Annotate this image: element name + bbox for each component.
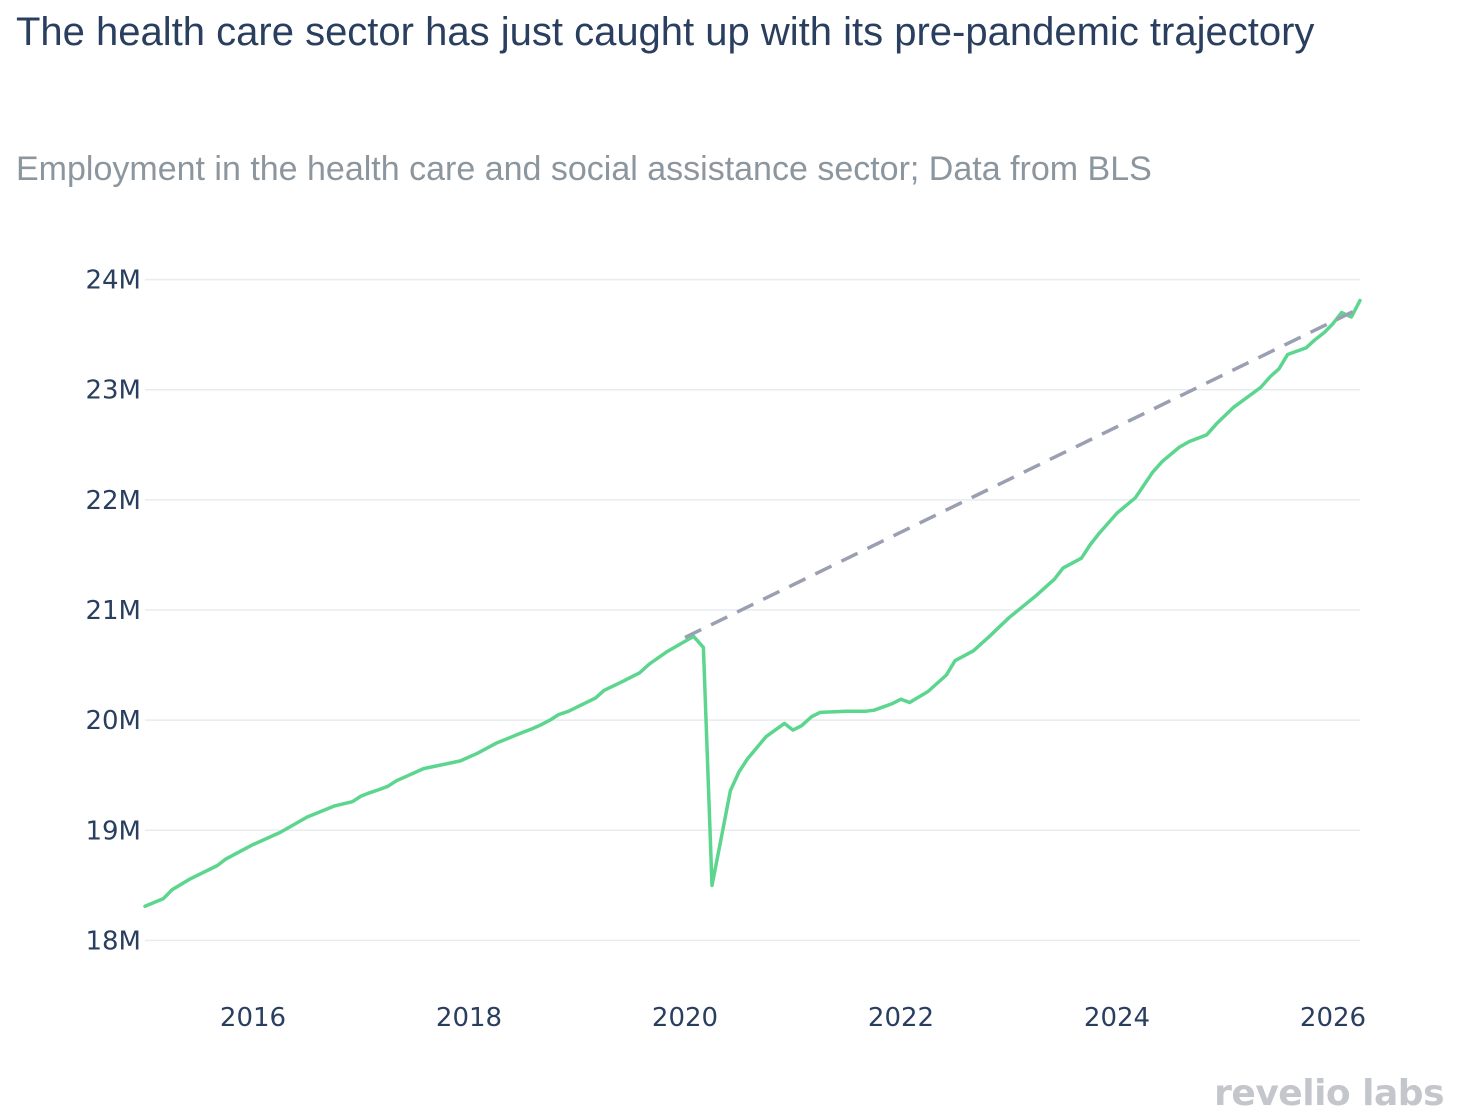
y-axis-ticks: 18M 19M 20M 21M 22M 23M 24M [85, 266, 141, 957]
x-tick-label-2016: 2016 [220, 1003, 286, 1033]
revelio-labs-logo: revelio labs [1214, 1073, 1444, 1114]
y-tick-label-21M: 21M [85, 596, 141, 626]
y-tick-label-20M: 20M [85, 706, 141, 736]
y-tick-label-23M: 23M [85, 376, 141, 406]
x-tick-label-2020: 2020 [652, 1003, 718, 1033]
x-tick-label-2026: 2026 [1300, 1003, 1366, 1033]
trend-line-dashed [684, 306, 1361, 640]
employment-line [143, 298, 1362, 909]
x-axis-ticks: 2016 2018 2020 2022 2024 2026 [220, 1003, 1366, 1033]
chart-subtitle: Employment in the health care and social… [16, 150, 1152, 188]
y-tick-label-18M: 18M [85, 926, 141, 956]
x-tick-label-2024: 2024 [1084, 1003, 1150, 1033]
y-tick-label-24M: 24M [85, 266, 141, 296]
x-tick-label-2018: 2018 [436, 1003, 502, 1033]
y-tick-label-19M: 19M [85, 816, 141, 846]
gridlines [145, 278, 1360, 942]
chart-title: The health care sector has just caught u… [16, 10, 1315, 54]
x-tick-label-2022: 2022 [868, 1003, 934, 1033]
y-tick-label-22M: 22M [85, 486, 141, 516]
series-lines [143, 298, 1362, 909]
